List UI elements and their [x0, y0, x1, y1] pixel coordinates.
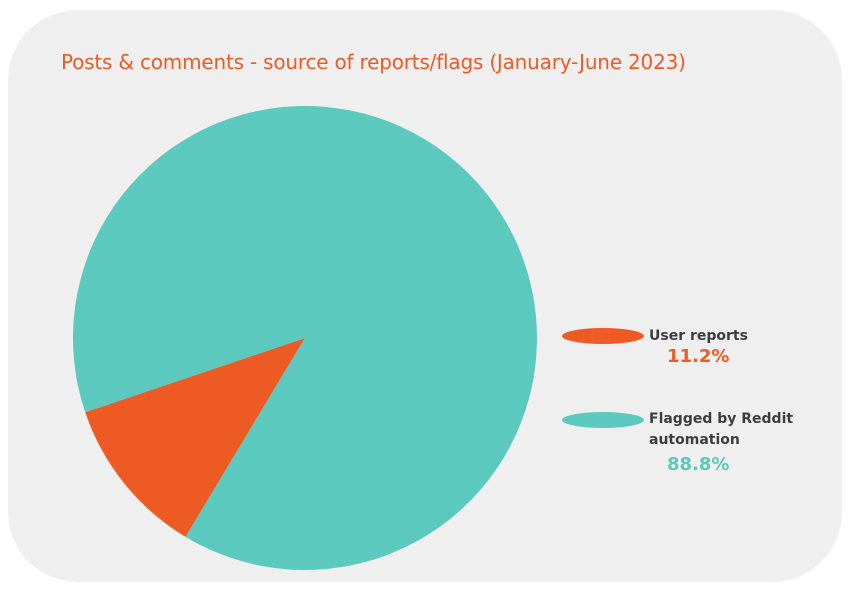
legend-label-reddit-automation: Flagged by Reddit automation	[649, 411, 794, 448]
legend-label-user-reports: User reports	[649, 328, 748, 344]
chart-title: Posts & comments - source of reports/fla…	[61, 50, 686, 74]
legend-swatch-reddit-automation	[562, 412, 644, 428]
pie-slice-user-reports	[85, 338, 305, 537]
legend-swatch-user-reports	[562, 328, 644, 344]
legend-value-user-reports: 11.2%	[667, 346, 730, 367]
legend-value-reddit-automation: 88.8%	[667, 454, 730, 475]
pie-slice-flagged-by-reddit-automation	[72, 105, 537, 570]
